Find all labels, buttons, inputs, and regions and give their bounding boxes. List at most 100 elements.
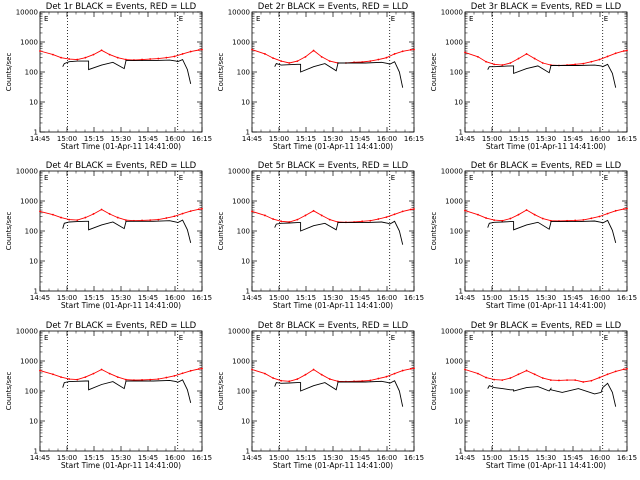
panel-6-ytick-label: 10000: [441, 168, 463, 176]
panel-5-ytick-label: 1000: [232, 198, 250, 206]
panel-1-red-point: [84, 56, 87, 59]
panel-7-xlabel: Start Time (01-Apr-11 14:41:00): [61, 461, 181, 470]
panel-4-red-point: [149, 219, 152, 222]
panel-7-xtick-label: 14:45: [30, 454, 50, 462]
panel-4-red-point: [116, 216, 119, 219]
panel-5-marker-left: E: [256, 174, 260, 182]
panel-7-ytick-label: 100: [25, 388, 38, 396]
panel-4-marker-left: E: [44, 174, 48, 182]
panel-4-marker-right: E: [179, 174, 183, 182]
panel-5-red-point: [280, 220, 283, 223]
panel-3-xtick-label: 16:00: [590, 135, 610, 143]
panel-7-red-point: [141, 378, 143, 381]
panel-5-xtick-label: 15:45: [350, 294, 370, 302]
panel-3-marker-left: E: [469, 15, 473, 23]
panel-8-xtick-label: 15:45: [350, 454, 370, 462]
panel-8-red-point: [401, 369, 404, 372]
panel-6-red-point: [598, 215, 601, 218]
panel-1-red-point: [197, 49, 200, 51]
panel-6-red-point: [622, 208, 625, 210]
panel-9-ytick-label: 10000: [441, 328, 463, 336]
panel-9-red-point: [541, 377, 544, 379]
panel-8-xtick-label: 15:15: [296, 454, 316, 462]
panel-2-ytick-label: 10: [241, 99, 250, 107]
panel-4-xtick-label: 15:15: [84, 294, 104, 302]
panel-6-ytick-label: 100: [450, 228, 463, 236]
panel-1-red-point: [157, 57, 160, 60]
panel-6-red-point: [541, 217, 544, 220]
panel-1-ytick-label: 1: [34, 129, 38, 137]
panel-1-xtick-label: 14:45: [30, 135, 50, 143]
panel-9-red-point: [525, 369, 528, 372]
panel-9-xtick-label: 16:15: [617, 454, 637, 462]
panel-9-ylabel: Counts/sec: [430, 372, 438, 411]
panel-7-red-point: [92, 372, 95, 375]
panel-1-red-point: [76, 58, 79, 61]
panel-3-ytick-label: 1: [459, 129, 463, 137]
panel-5-xtick-label: 15:30: [323, 294, 343, 302]
panel-3-red-point: [533, 57, 536, 60]
panel-1-ytick-label: 1000: [20, 39, 38, 47]
panel-3-ylabel: Counts/sec: [430, 53, 438, 92]
panel-8-red-point: [328, 378, 331, 380]
panel-9-ytick-label: 100: [450, 388, 463, 396]
panel-7-marker-left: E: [44, 334, 48, 342]
panel-4-xtick-label: 16:00: [165, 294, 185, 302]
panel-6-xtick-label: 15:15: [509, 294, 529, 302]
panel-5-xlabel: Start Time (01-Apr-11 14:41:00): [273, 301, 393, 310]
panel-4-red-point: [108, 213, 111, 215]
panel-4-red-point: [92, 213, 95, 215]
panel-4-red-point: [124, 219, 127, 222]
panel-7-red-point: [189, 369, 192, 372]
panel-7-xtick-label: 16:15: [192, 454, 212, 462]
panel-4-red-point: [181, 212, 184, 215]
panel-1-ytick-label: 100: [25, 69, 38, 77]
panel-8-red-point: [272, 377, 274, 379]
panel-5-ytick-label: 10: [241, 258, 250, 266]
panel-3-red-point: [525, 53, 528, 55]
panel-7-red-point: [181, 372, 184, 375]
panel-6-xtick-label: 16:00: [590, 294, 610, 302]
panel-6-red-point: [533, 213, 536, 216]
panel-6-ytick-label: 10: [454, 258, 463, 266]
panel-4-red-point: [68, 218, 71, 221]
panel-2-red-point: [264, 53, 266, 55]
panel-1-xtick-label: 15:45: [138, 135, 158, 143]
panel-4-ylabel: Counts/sec: [5, 212, 13, 251]
panel-3-red-point: [464, 51, 466, 54]
panel-9-xtick-label: 16:00: [590, 454, 610, 462]
panel-1-title: Det 1r BLACK = Events, RED = LLD: [46, 2, 197, 12]
panel-7-black-series-line: [62, 379, 192, 404]
panel-2-xtick-label: 15:30: [323, 135, 343, 143]
panel-7-ylabel: Counts/sec: [5, 372, 13, 411]
panel-6-black-series-line: [487, 219, 617, 244]
panel-9-title: Det 9r BLACK = Events, RED = LLD: [471, 321, 622, 331]
panel-3-title: Det 3r BLACK = Events, RED = LLD: [471, 2, 622, 12]
panel-3-red-point: [517, 57, 520, 60]
panel-7-red-point: [197, 368, 200, 370]
panel-4-ytick-label: 10000: [16, 168, 38, 176]
panel-9-red-point: [517, 373, 520, 376]
panel-6-red-point: [590, 217, 593, 220]
panel-3-xlabel: Start Time (01-Apr-11 14:41:00): [486, 142, 606, 151]
panel-8-red-point: [320, 373, 323, 376]
panel-5-ytick-label: 10000: [228, 168, 250, 176]
panel-8-ylabel: Counts/sec: [217, 372, 225, 411]
panel-1-xtick-label: 16:00: [165, 135, 185, 143]
panel-3-ytick-label: 10000: [441, 9, 463, 17]
panel-1-red-point: [173, 55, 176, 58]
panel-7-red-point: [149, 378, 152, 381]
panel-1-red-point: [141, 58, 143, 61]
panel-7-red-point: [157, 378, 160, 380]
panel-2-red-point: [409, 48, 412, 51]
panel-5-xtick-label: 15:15: [296, 294, 316, 302]
panel-3-red-point: [501, 64, 504, 66]
panel-9-marker-left: E: [469, 334, 473, 342]
panel-5-black-series-line: [274, 220, 404, 245]
panel-6-marker-right: E: [604, 174, 608, 182]
panel-9-red-point: [622, 368, 625, 371]
panel-1-xtick-label: 15:00: [57, 135, 77, 143]
panel-1-red-point: [60, 56, 62, 59]
panel-2-red-point: [401, 50, 404, 53]
panel-7-ytick-label: 10000: [16, 328, 38, 336]
